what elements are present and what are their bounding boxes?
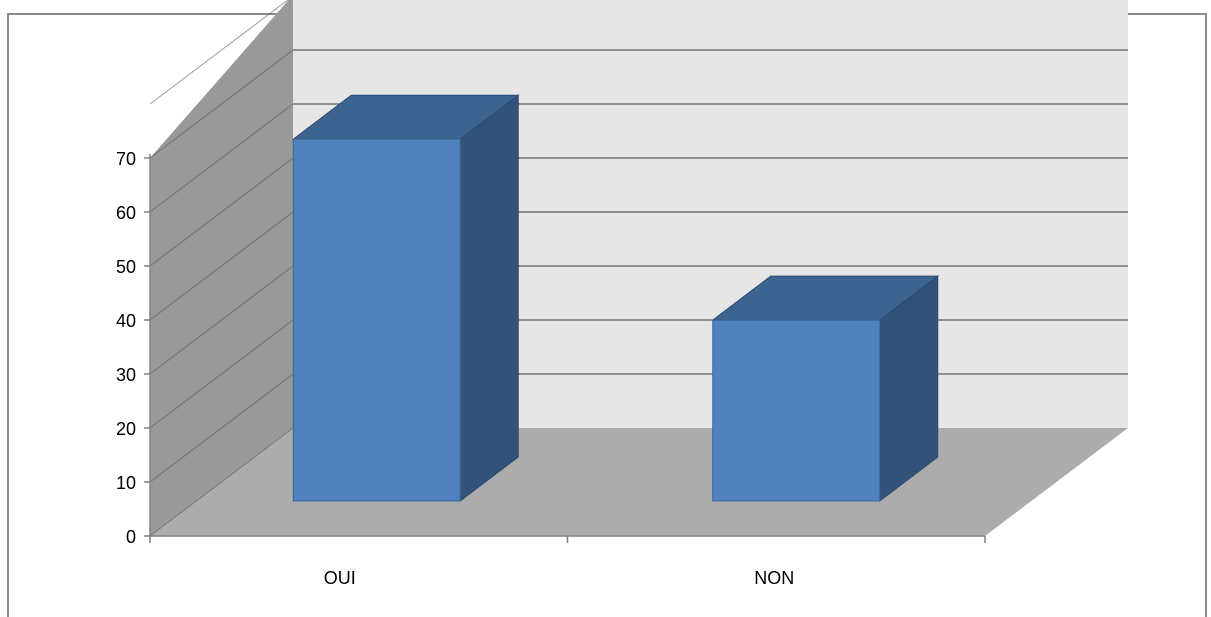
gridline-side bbox=[149, 103, 294, 213]
gridline-side bbox=[149, 427, 294, 537]
y-tick-label: 30 bbox=[116, 365, 136, 385]
gridline-side bbox=[149, 265, 294, 375]
bar-oui-front bbox=[292, 138, 461, 502]
gridline-side bbox=[149, 0, 289, 105]
gridline-side bbox=[149, 319, 294, 429]
y-tick-label: 20 bbox=[116, 419, 136, 439]
y-tick-label: 70 bbox=[116, 149, 136, 169]
gridline-side bbox=[149, 157, 294, 267]
y-tick-label: 60 bbox=[116, 203, 136, 223]
gridline-side bbox=[149, 211, 294, 321]
y-axis-tick-labels: 0 10 20 30 40 50 60 70 bbox=[116, 149, 136, 547]
axes bbox=[144, 154, 986, 543]
bar-oui bbox=[291, 94, 520, 503]
x-category-label: NON bbox=[754, 568, 794, 588]
bar-non-front bbox=[712, 319, 881, 502]
x-category-label: OUI bbox=[324, 568, 356, 588]
gridline-side bbox=[149, 373, 294, 483]
bars bbox=[291, 94, 940, 503]
side-wall bbox=[150, 0, 293, 536]
bar-oui-side bbox=[459, 94, 519, 503]
y-tick-label: 50 bbox=[116, 257, 136, 277]
y-tick-label: 40 bbox=[116, 311, 136, 331]
y-tick-label: 10 bbox=[116, 473, 136, 493]
y-tick-label: 0 bbox=[126, 527, 136, 547]
gridline-side bbox=[149, 49, 294, 159]
x-axis-category-labels: OUI NON bbox=[324, 568, 795, 588]
bar-non bbox=[711, 275, 940, 503]
